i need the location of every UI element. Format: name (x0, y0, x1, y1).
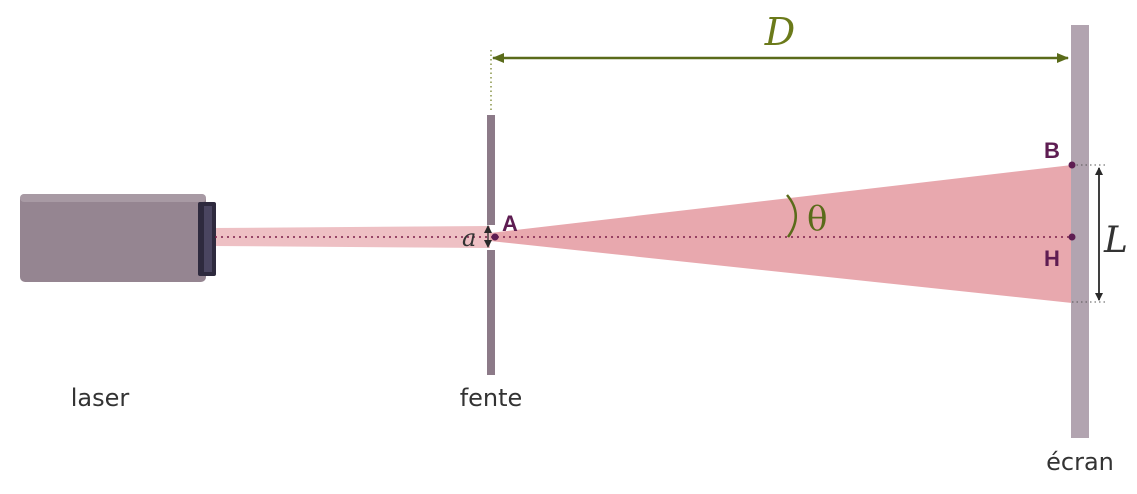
point-B (1068, 161, 1076, 169)
theta-arc (786, 194, 797, 238)
label-ecran: écran (1046, 448, 1114, 476)
label-D: D (764, 10, 795, 54)
label-a: a (462, 224, 476, 252)
label-laser: laser (71, 384, 130, 412)
incident-beam (212, 226, 490, 248)
label-fente: fente (460, 384, 523, 412)
label-L: L (1103, 220, 1128, 261)
laser-body (20, 194, 206, 282)
diffracted-beam (490, 165, 1072, 303)
laser (20, 194, 216, 282)
label-A: A (502, 211, 518, 236)
slit (487, 115, 495, 375)
screen (1071, 25, 1089, 438)
label-theta: θ (807, 199, 827, 239)
label-H: H (1044, 246, 1060, 271)
label-B: B (1044, 138, 1060, 163)
point-A (491, 233, 499, 241)
point-H (1068, 233, 1076, 241)
